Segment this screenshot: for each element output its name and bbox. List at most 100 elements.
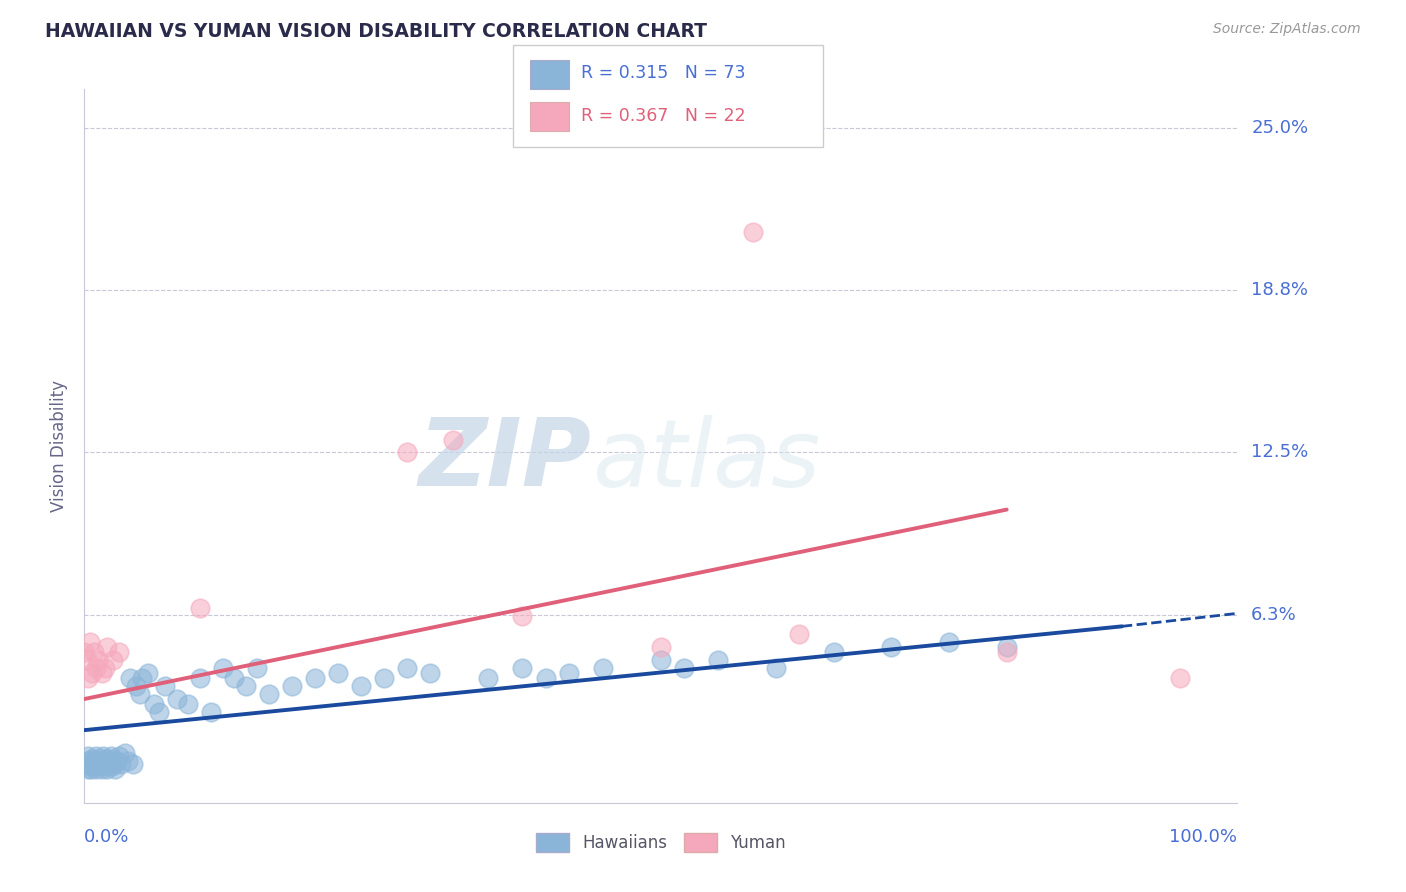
Point <box>765 661 787 675</box>
Y-axis label: Vision Disability: Vision Disability <box>51 380 69 512</box>
Text: R = 0.367   N = 22: R = 0.367 N = 22 <box>581 107 745 125</box>
Text: HAWAIIAN VS YUMAN VISION DISABILITY CORRELATION CHART: HAWAIIAN VS YUMAN VISION DISABILITY CORR… <box>45 22 707 41</box>
Point <box>1168 671 1191 685</box>
Point <box>90 666 112 681</box>
Point <box>117 754 139 768</box>
Point <box>823 645 845 659</box>
Point <box>125 679 148 693</box>
Text: Source: ZipAtlas.com: Source: ZipAtlas.com <box>1213 22 1361 37</box>
Point <box>83 645 105 659</box>
Point <box>707 653 730 667</box>
Point <box>94 759 117 773</box>
Point <box>96 762 118 776</box>
Point <box>79 759 101 773</box>
Point <box>512 661 534 675</box>
Point <box>73 645 96 659</box>
Point <box>96 752 118 766</box>
Point <box>557 666 579 681</box>
Point <box>373 671 395 685</box>
Point <box>650 640 672 654</box>
Point <box>396 445 419 459</box>
Point <box>131 671 153 685</box>
Point <box>108 749 131 764</box>
Point <box>938 635 960 649</box>
Point <box>84 661 107 675</box>
Point <box>87 759 110 773</box>
Point <box>94 661 117 675</box>
Point <box>84 749 107 764</box>
Point <box>211 661 233 675</box>
Point <box>103 756 125 771</box>
Point <box>104 762 127 776</box>
Point <box>76 671 98 685</box>
Point <box>82 666 104 681</box>
Point <box>76 756 98 771</box>
Point <box>880 640 903 654</box>
Point <box>148 705 170 719</box>
Point <box>90 762 112 776</box>
Point <box>396 661 419 675</box>
Point <box>120 671 142 685</box>
Point <box>83 754 105 768</box>
Point <box>89 752 111 766</box>
Point <box>235 679 257 693</box>
Point <box>177 697 200 711</box>
Point <box>742 225 765 239</box>
Point <box>136 666 159 681</box>
Point <box>87 653 110 667</box>
Point <box>326 666 349 681</box>
Point <box>995 640 1018 654</box>
Point <box>80 762 103 776</box>
Text: 25.0%: 25.0% <box>1251 120 1309 137</box>
Point <box>114 747 136 761</box>
Point <box>534 671 557 685</box>
Point <box>188 601 211 615</box>
Point <box>257 687 280 701</box>
Text: 6.3%: 6.3% <box>1251 606 1296 624</box>
Point <box>142 697 165 711</box>
Point <box>224 671 246 685</box>
Point <box>153 679 176 693</box>
Text: 12.5%: 12.5% <box>1251 443 1309 461</box>
Point <box>592 661 614 675</box>
Point <box>441 433 464 447</box>
Point <box>108 645 131 659</box>
Point <box>103 752 124 766</box>
Point <box>166 692 188 706</box>
Point <box>200 705 222 719</box>
Point <box>477 671 499 685</box>
Point <box>83 759 105 773</box>
Point <box>98 756 121 771</box>
Point <box>304 671 326 685</box>
Point <box>281 679 304 693</box>
Point <box>419 666 441 681</box>
Point <box>84 762 107 776</box>
Point <box>246 661 269 675</box>
Point <box>96 640 118 654</box>
Point <box>110 756 132 771</box>
Point <box>101 759 124 773</box>
Point <box>188 671 211 685</box>
Text: R = 0.315   N = 73: R = 0.315 N = 73 <box>581 64 745 82</box>
Point <box>76 653 98 667</box>
Point <box>79 635 101 649</box>
Text: 0.0%: 0.0% <box>84 828 129 846</box>
Point <box>86 756 108 771</box>
Legend: Hawaiians, Yuman: Hawaiians, Yuman <box>529 826 793 859</box>
Text: atlas: atlas <box>592 415 820 506</box>
Point <box>77 754 100 768</box>
Point <box>100 749 122 764</box>
Point <box>350 679 373 693</box>
Point <box>650 653 672 667</box>
Point <box>97 754 120 768</box>
Text: 100.0%: 100.0% <box>1170 828 1237 846</box>
Point <box>82 756 104 771</box>
Text: ZIP: ZIP <box>419 414 592 507</box>
Point <box>76 749 98 764</box>
Point <box>91 749 114 764</box>
Point <box>105 754 128 768</box>
Point <box>121 756 143 771</box>
Point <box>512 609 534 624</box>
Text: 18.8%: 18.8% <box>1251 281 1308 300</box>
Point <box>787 627 810 641</box>
